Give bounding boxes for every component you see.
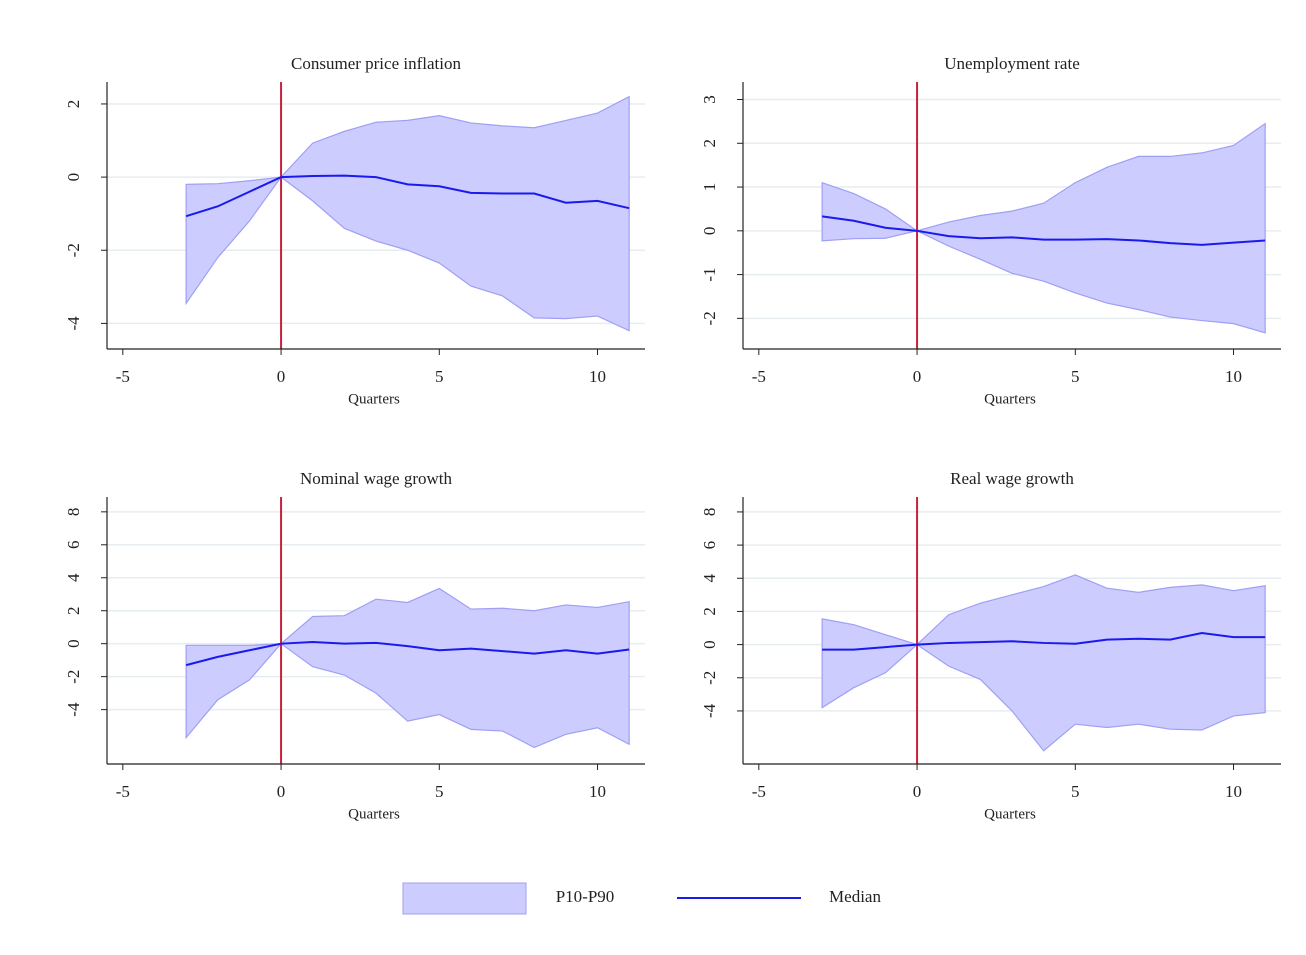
- x-tick-label: 5: [1071, 782, 1080, 801]
- y-tick-label: 4: [64, 573, 83, 582]
- y-tick-label: 0: [700, 640, 719, 649]
- y-tick-label: -4: [64, 702, 83, 717]
- y-tick-label: -2: [64, 670, 83, 684]
- x-axis-label: Quarters: [984, 806, 1036, 822]
- panel-title: Unemployment rate: [944, 54, 1080, 73]
- band: [185, 587, 630, 749]
- x-axis-label: Quarters: [984, 391, 1036, 407]
- y-tick-label: 4: [700, 574, 719, 583]
- x-tick-label: 10: [589, 367, 606, 386]
- y-tick-label: 6: [64, 541, 83, 550]
- y-tick-label: 3: [700, 95, 719, 104]
- y-tick-label: 0: [64, 639, 83, 648]
- panel-title: Nominal wage growth: [300, 469, 453, 488]
- x-tick-label: 0: [913, 367, 922, 386]
- x-tick-label: 0: [277, 782, 286, 801]
- legend-label: P10-P90: [556, 887, 615, 906]
- band: [821, 574, 1266, 752]
- y-tick-label: -1: [700, 268, 719, 282]
- y-tick-label: -2: [700, 311, 719, 325]
- y-tick-label: -2: [700, 671, 719, 685]
- y-tick-label: 2: [64, 100, 83, 109]
- panel-title: Real wage growth: [950, 469, 1074, 488]
- band: [185, 95, 630, 332]
- y-tick-label: 0: [700, 227, 719, 236]
- x-tick-label: 10: [1225, 782, 1242, 801]
- median-line: [822, 631, 1266, 651]
- y-tick-label: 0: [64, 173, 83, 182]
- x-tick-label: 0: [913, 782, 922, 801]
- y-tick-label: 2: [700, 139, 719, 148]
- y-tick-label: 8: [64, 508, 83, 517]
- y-tick-label: -2: [64, 243, 83, 257]
- median-line: [185, 641, 630, 667]
- y-tick-label: 2: [64, 606, 83, 615]
- y-tick-label: -4: [700, 703, 719, 718]
- x-tick-label: -5: [116, 367, 130, 386]
- y-tick-label: -4: [64, 316, 83, 331]
- x-tick-label: 10: [1225, 367, 1242, 386]
- x-tick-label: 0: [277, 367, 286, 386]
- median-line: [185, 174, 630, 218]
- x-axis-label: Quarters: [348, 391, 400, 407]
- median-line: [821, 215, 1266, 246]
- legend-label: Median: [829, 887, 881, 906]
- y-tick-label: 1: [700, 183, 719, 192]
- x-tick-label: 5: [435, 367, 444, 386]
- x-tick-label: 5: [1071, 367, 1080, 386]
- x-tick-label: -5: [116, 782, 130, 801]
- legend-swatch: [402, 882, 527, 915]
- x-tick-label: 5: [435, 782, 444, 801]
- y-tick-label: 8: [700, 508, 719, 517]
- y-tick-label: 2: [700, 607, 719, 616]
- x-tick-label: -5: [752, 367, 766, 386]
- panel-title: Consumer price inflation: [291, 54, 461, 73]
- y-tick-label: 6: [700, 541, 719, 550]
- x-axis-label: Quarters: [348, 806, 400, 822]
- band: [821, 122, 1266, 334]
- x-tick-label: 10: [589, 782, 606, 801]
- x-tick-label: -5: [752, 782, 766, 801]
